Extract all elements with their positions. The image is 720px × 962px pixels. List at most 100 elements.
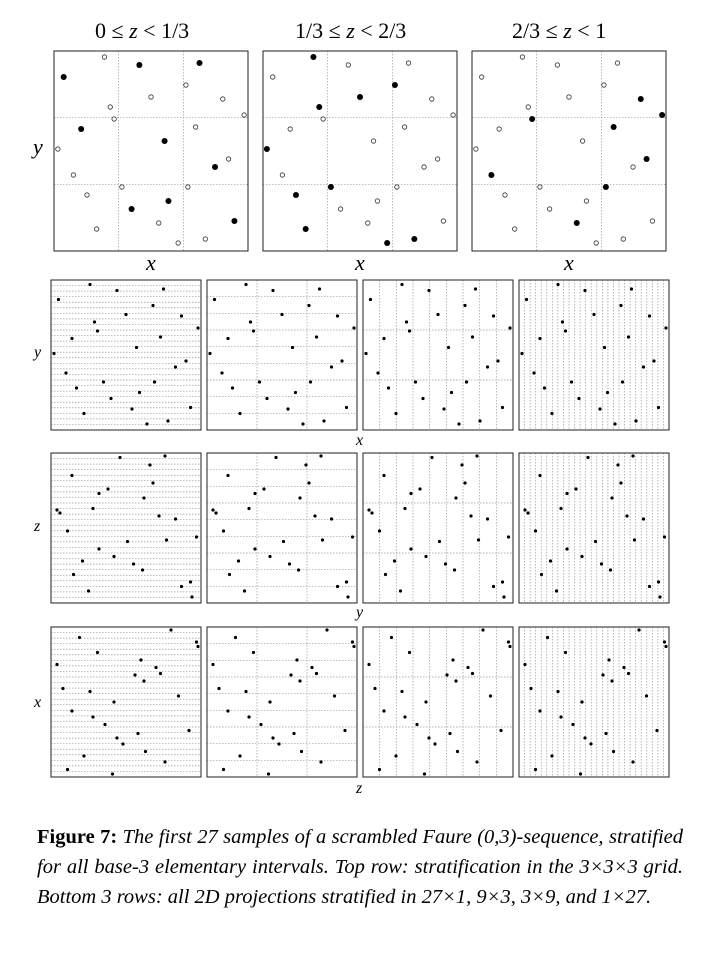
- projection-point: [268, 554, 272, 559]
- top-panel-2-frame: [471, 50, 667, 252]
- projection-point: [179, 314, 184, 318]
- projection-point: [602, 345, 607, 350]
- sample-point-hollow: [496, 126, 502, 132]
- projection-point: [91, 506, 95, 511]
- sample-point-filled: [316, 104, 323, 110]
- sample-point-hollow: [583, 198, 590, 204]
- projection-point: [574, 487, 578, 491]
- projection-point: [383, 572, 388, 577]
- projection-point: [626, 335, 631, 339]
- projection-point: [607, 658, 611, 662]
- sample-point-filled: [391, 82, 398, 88]
- projection-point: [280, 312, 284, 317]
- sample-point-filled: [302, 226, 309, 232]
- sample-point-hollow: [337, 206, 344, 212]
- projection-point: [214, 511, 218, 515]
- projection-point: [457, 422, 461, 426]
- projection-point: [344, 405, 349, 410]
- projection-point: [176, 694, 181, 698]
- projection-point: [394, 411, 398, 416]
- projection-point: [335, 584, 340, 589]
- projection-point: [242, 589, 247, 593]
- projection-point: [616, 463, 620, 467]
- proj-row-label-1: z: [34, 518, 41, 535]
- projection-point: [187, 728, 191, 733]
- projection-point: [314, 671, 319, 676]
- projection-point: [433, 742, 437, 746]
- projection-point: [481, 628, 485, 632]
- sample-point-hollow: [185, 184, 191, 190]
- projection-point: [247, 715, 251, 719]
- projection-point: [382, 709, 386, 713]
- projection-point: [491, 314, 496, 318]
- projection-point: [247, 506, 251, 511]
- sample-point-filled: [196, 60, 203, 66]
- sample-point-hollow: [566, 94, 572, 100]
- projection-point: [647, 314, 652, 318]
- projection-point: [631, 760, 635, 764]
- projection-point: [559, 506, 563, 511]
- projection-point: [124, 312, 128, 317]
- sample-point-filled: [357, 94, 363, 100]
- projection-point: [545, 635, 550, 640]
- projection-point: [143, 749, 148, 754]
- projection-point: [251, 650, 256, 655]
- sample-point-hollow: [320, 116, 326, 122]
- proj-panel-2-0-frame: [50, 626, 202, 778]
- projection-point: [173, 365, 178, 369]
- projection-point: [110, 772, 115, 776]
- projection-point: [658, 595, 662, 599]
- projection-point: [449, 390, 454, 395]
- projection-point: [238, 754, 242, 758]
- sample-point-hollow: [148, 94, 154, 100]
- sample-point-hollow: [421, 164, 427, 170]
- sample-point-hollow: [119, 184, 125, 190]
- projection-point: [662, 640, 667, 644]
- projection-point: [86, 589, 91, 593]
- projection-point: [131, 562, 136, 566]
- projection-point: [421, 396, 425, 401]
- projection-point: [389, 635, 394, 640]
- sample-point-hollow: [183, 82, 189, 88]
- projection-point: [233, 635, 238, 640]
- projection-point: [415, 722, 419, 727]
- projection-point: [382, 336, 386, 341]
- projection-point: [556, 689, 560, 694]
- top-x-label-2: x: [564, 250, 574, 275]
- sample-point-hollow: [202, 236, 208, 242]
- projection-point: [227, 572, 232, 577]
- projection-point: [610, 679, 614, 683]
- projection-point: [352, 644, 356, 649]
- projection-point: [115, 288, 119, 293]
- projection-point: [109, 396, 113, 401]
- proj-panel-1-2-frame: [362, 452, 514, 604]
- scatter-figure: [50, 50, 670, 778]
- sample-point-hollow: [546, 206, 553, 212]
- proj-panel-0-2-frame: [362, 279, 514, 431]
- projection-point: [190, 595, 194, 599]
- projection-point: [194, 535, 199, 539]
- projection-point: [473, 287, 478, 291]
- projection-point: [485, 365, 490, 369]
- projection-point: [133, 673, 137, 677]
- projection-point: [634, 419, 638, 423]
- projection-point: [188, 580, 193, 584]
- projection-point: [281, 539, 286, 544]
- projection-point: [125, 539, 130, 544]
- proj-panel-2-1-frame: [206, 626, 358, 778]
- projection-point: [563, 650, 568, 655]
- projection-point: [407, 650, 412, 655]
- sample-point-hollow: [579, 138, 586, 144]
- top-panel-0-frame: [53, 50, 249, 252]
- sample-point-hollow: [365, 220, 371, 226]
- projection-point: [593, 539, 598, 544]
- projection-point: [548, 559, 553, 563]
- figure-caption: Figure 7: The first 27 samples of a scra…: [37, 822, 683, 912]
- sample-point-hollow: [630, 164, 636, 170]
- projection-point: [508, 326, 512, 330]
- projection-point: [173, 517, 178, 521]
- projection-point: [500, 405, 505, 410]
- projection-point: [134, 345, 139, 350]
- projection-point: [164, 538, 169, 542]
- proj-panel-2-3-frame: [518, 626, 670, 778]
